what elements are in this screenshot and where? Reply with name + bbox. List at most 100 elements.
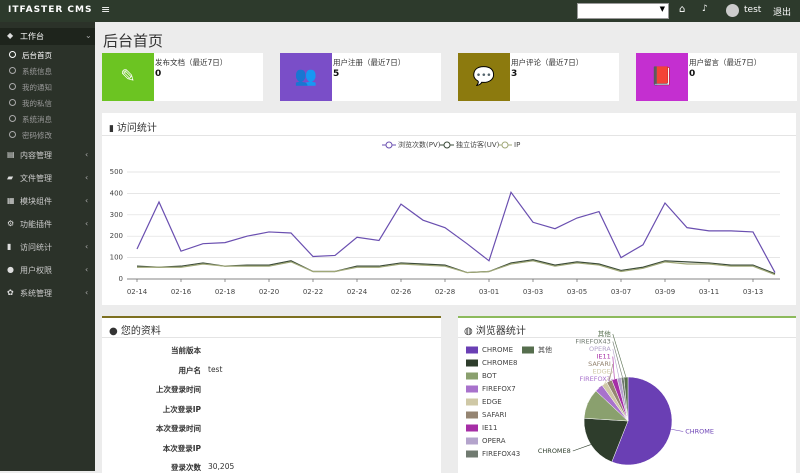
y-tick-label: 400	[110, 189, 123, 197]
pie-label: IE11	[597, 352, 611, 360]
card-label: 用户注册（最近7日）	[333, 58, 406, 67]
pie-label: CHROME8	[538, 447, 571, 455]
bell-icon[interactable]: ♪	[702, 4, 708, 14]
card-label: 发布文档（最近7日）	[155, 58, 228, 67]
submenu-dot	[9, 51, 16, 58]
x-tick-label: 03-01	[479, 288, 499, 296]
x-tick-label: 03-05	[567, 288, 587, 296]
submenu-item[interactable]: 我的通知	[0, 79, 95, 95]
menu-icon: ▤	[7, 150, 15, 159]
site-select[interactable]: ▼	[577, 3, 669, 19]
legend-swatch	[466, 346, 478, 354]
submenu-label: 系统消息	[22, 115, 52, 124]
y-tick-label: 200	[110, 232, 123, 240]
legend-label: CHROME	[482, 346, 513, 354]
x-tick-label: 03-13	[743, 288, 763, 296]
browser-title: 浏览器统计	[475, 326, 526, 337]
submenu-item[interactable]: 系统信息	[0, 63, 95, 79]
menu-item[interactable]: ▮ 访问统计 ‹	[0, 239, 95, 262]
legend-swatch	[466, 450, 478, 458]
submenu-item[interactable]: 密码修改	[0, 127, 95, 143]
line-series	[137, 260, 776, 276]
x-tick-label: 03-09	[655, 288, 675, 296]
x-tick-label: 02-28	[435, 288, 455, 296]
menu-caret: ‹	[85, 150, 89, 159]
profile-label: 上次登录IP	[162, 404, 201, 414]
menu-caret: ‹	[85, 288, 89, 297]
menu-label: 功能插件	[20, 220, 52, 229]
pie-label: FIREFOX7	[579, 375, 610, 383]
x-tick-label: 02-22	[303, 288, 323, 296]
menu-item[interactable]: ▤ 内容管理 ‹	[0, 147, 95, 170]
sidebar: ◆ 工作台 ⌄ 后台首页 系统信息 我的通知 我的私信 系统消息 密码修改 ▤ 内容管理 ‹ ▰ 文件管理…	[0, 22, 95, 471]
submenu-dot	[9, 131, 16, 138]
card-value: 3	[511, 69, 518, 79]
menu-label: 工作台	[20, 32, 44, 41]
submenu-dot	[9, 115, 16, 122]
card-value: 5	[333, 69, 340, 79]
profile-label: 当前版本	[171, 346, 201, 355]
menu-label: 模块组件	[20, 197, 52, 206]
x-tick-label: 02-26	[391, 288, 412, 296]
y-tick-label: 300	[110, 211, 123, 219]
submenu-item[interactable]: 系统消息	[0, 111, 95, 127]
menu-toggle[interactable]: ≡	[101, 3, 111, 16]
legend-label: FIREFOX7	[482, 385, 516, 393]
legend-swatch	[522, 346, 534, 354]
legend-marker	[443, 141, 451, 149]
pie-leader	[604, 371, 614, 385]
y-tick-label: 100	[110, 254, 123, 262]
stat-card: ✎ 发布文档（最近7日） 0	[102, 53, 263, 101]
logout[interactable]: 退出	[773, 8, 792, 18]
pie-leader	[612, 333, 627, 378]
menu-item[interactable]: ◆ 工作台 ⌄	[0, 28, 95, 45]
y-tick-label: 0	[119, 275, 123, 283]
legend-swatch	[466, 411, 478, 419]
pie-leader	[572, 444, 591, 452]
legend-label: SAFARI	[482, 411, 506, 419]
divider	[102, 135, 796, 136]
menu-label: 用户权限	[20, 266, 52, 275]
legend-marker	[385, 141, 393, 149]
card-label: 用户评论（最近7日）	[511, 58, 584, 67]
menu-label: 系统管理	[20, 289, 52, 298]
menu-label: 访问统计	[20, 243, 52, 252]
legend-label: 其他	[538, 345, 552, 354]
menu-item[interactable]: ▦ 模块组件 ‹	[0, 193, 95, 216]
menu-caret: ‹	[85, 173, 89, 182]
legend-swatch	[466, 372, 478, 380]
card-icon-box: 💬	[458, 53, 510, 101]
submenu-dot	[9, 99, 16, 106]
menu-item[interactable]: ✿ 系统管理 ‹	[0, 285, 95, 308]
x-tick-label: 03-07	[611, 288, 631, 296]
pie-slice	[611, 376, 673, 466]
card-icon-box: 👥	[280, 53, 332, 101]
profile-value: 30,205	[208, 462, 235, 471]
visit-panel-title: ▮ 访问统计	[109, 123, 157, 134]
stat-card: 👥 用户注册（最近7日） 5	[280, 53, 441, 101]
menu-item[interactable]: ● 用户权限 ‹	[0, 262, 95, 285]
user-name[interactable]: test	[744, 5, 762, 15]
x-tick-label: 03-11	[699, 288, 719, 296]
x-tick-label: 02-16	[171, 288, 192, 296]
menu-caret: ‹	[85, 196, 89, 205]
submenu-item[interactable]: 我的私信	[0, 95, 95, 111]
menu-item[interactable]: ▰ 文件管理 ‹	[0, 170, 95, 193]
profile-title: 您的资料	[120, 326, 161, 337]
menu-caret: ⌄	[85, 31, 92, 40]
submenu-item[interactable]: 后台首页	[0, 47, 95, 63]
profile-title-wrap: ● 您的资料	[109, 326, 161, 337]
stat-card: 📕 用户留言（最近7日） 0	[636, 53, 797, 101]
menu-item[interactable]: ⚙ 功能插件 ‹	[0, 216, 95, 239]
profile-label: 本次登录IP	[162, 443, 201, 453]
submenu-label: 密码修改	[22, 131, 52, 140]
home-icon[interactable]: ⌂	[679, 4, 686, 15]
divider	[102, 337, 441, 338]
profile-label: 本次登录时间	[156, 424, 201, 433]
menu-icon: ▦	[7, 196, 15, 205]
pie-label: EDGE	[593, 367, 611, 375]
browser-title-wrap: ◍ 浏览器统计	[464, 326, 526, 337]
submenu-dot	[9, 83, 16, 90]
menu-label: 文件管理	[20, 174, 52, 183]
